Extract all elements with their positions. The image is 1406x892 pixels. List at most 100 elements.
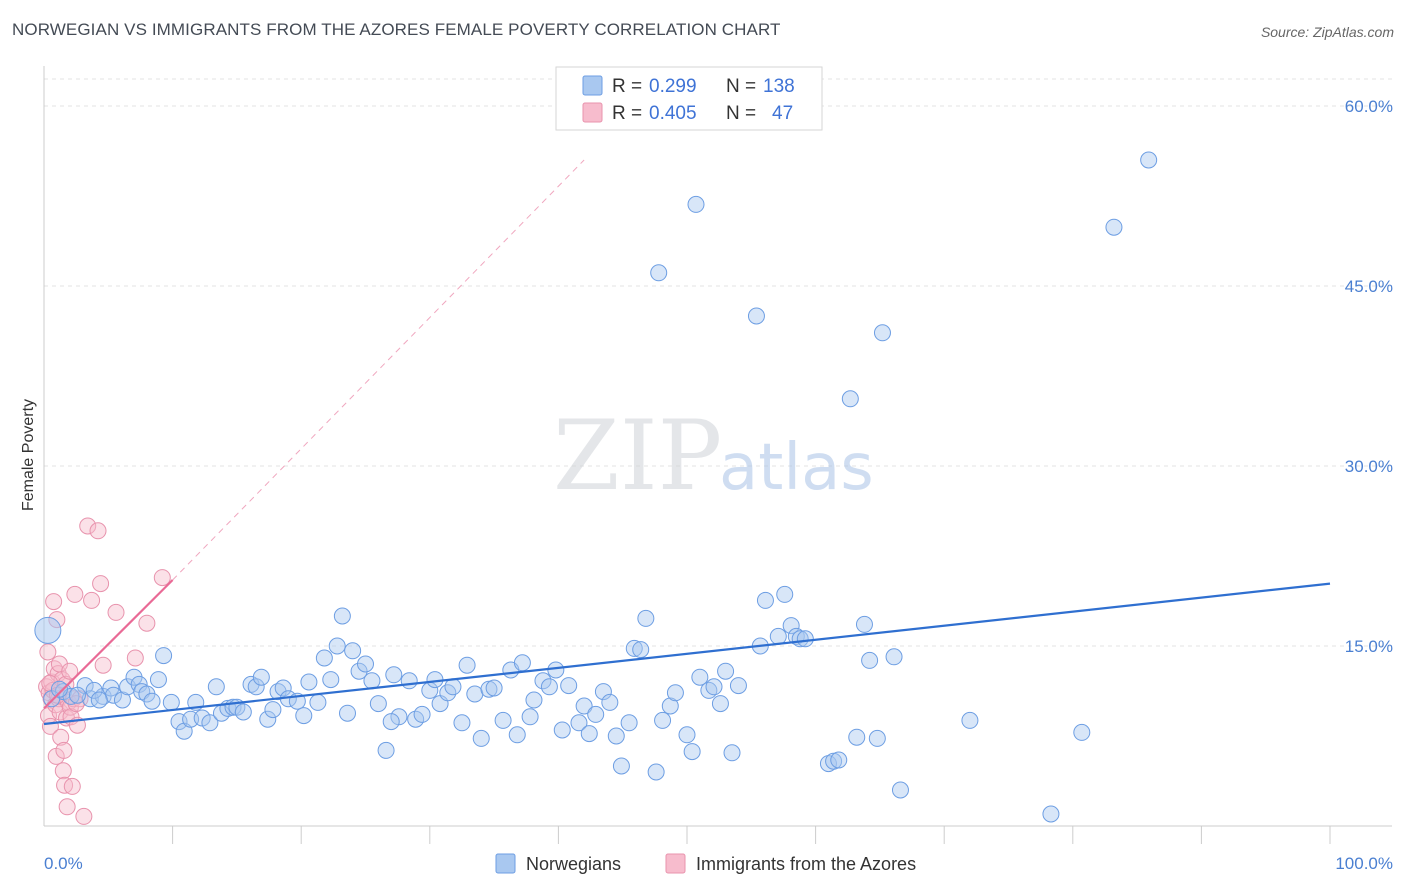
y-axis-label: Female Poverty (20, 399, 37, 511)
norwegians-point-122 (873, 324, 891, 342)
norwegians-point-53 (385, 666, 403, 684)
norwegians-point-119 (855, 615, 873, 633)
azores-point-16 (51, 703, 69, 721)
azores-point-35 (79, 517, 97, 535)
azores-point-20 (55, 741, 73, 759)
chart-source: Source: ZipAtlas.com (1260, 24, 1394, 40)
norwegians-point-74 (525, 691, 543, 709)
norwegians-point-16 (155, 647, 173, 665)
norwegians-point-68 (485, 679, 503, 697)
norwegians-point-50 (363, 672, 381, 690)
stats-legend: R = 0.299 N = 138 R = 0.405 N = 47 (555, 66, 823, 131)
norwegians-point-135 (90, 691, 108, 709)
series-norwegians-points (34, 151, 1158, 823)
norwegians-point-47 (344, 642, 362, 660)
norwegians-point-89 (625, 639, 643, 657)
norwegians-point-126 (1042, 805, 1060, 823)
norwegians-point-78 (553, 721, 571, 739)
norwegians-point-92 (647, 763, 665, 781)
norwegians-point-59 (426, 671, 444, 689)
norwegians-point-85 (601, 693, 619, 711)
azores-point-29 (63, 777, 81, 795)
azores-point-34 (75, 807, 93, 825)
norwegians-point-88 (620, 714, 638, 732)
norwegians-point-125 (961, 711, 979, 729)
norwegians-point-80 (570, 714, 588, 732)
norwegians-point-14 (143, 692, 161, 710)
series-legend: Norwegians Immigrants from the Azores (495, 853, 916, 874)
norwegians-point-72 (513, 654, 531, 672)
norwegians-point-66 (472, 729, 490, 747)
legend-r-label-azores: R = (612, 103, 642, 124)
norwegians-point-34 (264, 701, 282, 719)
norwegians-point-128 (1105, 218, 1123, 236)
norwegians-point-71 (508, 726, 526, 744)
norwegians-point-23 (201, 714, 219, 732)
norwegians-point-111 (782, 617, 800, 635)
norwegians-point-117 (841, 390, 859, 408)
norwegians-point-39 (295, 707, 313, 725)
legend-swatch-azores (582, 102, 603, 123)
azores-point-1 (39, 643, 57, 661)
norwegians-point-41 (309, 693, 327, 711)
legend-swatch-norwegians (582, 75, 603, 96)
legend-n-value-azores: 47 (772, 103, 793, 124)
norwegians-point-108 (756, 591, 774, 609)
norwegians-point-115 (825, 752, 843, 770)
trend-line-1 (43, 579, 174, 710)
norwegians-point-69 (494, 711, 512, 729)
bottom-legend-swatch-azores (665, 853, 686, 874)
norwegians-point-46 (338, 704, 356, 722)
norwegians-point-86 (607, 727, 625, 745)
norwegians-point-43 (322, 671, 340, 689)
bottom-legend-swatch-norwegians (495, 853, 516, 874)
norwegians-point-91 (637, 609, 655, 627)
watermark-atlas: atlas (719, 431, 874, 505)
norwegians-point-79 (560, 677, 578, 695)
trend-line-0 (43, 582, 1331, 726)
norwegians-point-83 (587, 705, 605, 723)
x-tick-label-0: 0.0% (44, 854, 83, 873)
azores-point-36 (83, 591, 101, 609)
trend-extension-1 (172, 159, 585, 581)
norwegians-point-75 (534, 672, 552, 690)
norwegians-point-130 (650, 264, 668, 282)
norwegians-point-48 (350, 662, 368, 680)
norwegians-point-121 (868, 729, 886, 747)
legend-n-label-norwegians: N = (726, 76, 756, 97)
azores-point-37 (89, 522, 107, 540)
norwegians-point-124 (891, 781, 909, 799)
azores-point-38 (92, 575, 110, 593)
norwegians-point-127 (1073, 723, 1091, 741)
azores-point-42 (138, 614, 156, 632)
norwegians-point-99 (691, 668, 709, 686)
norwegians-point-51 (369, 695, 387, 713)
legend-r-value-azores: 0.405 (649, 103, 697, 124)
norwegians-point-109 (769, 627, 787, 645)
azores-point-40 (107, 603, 125, 621)
norwegians-point-101 (705, 678, 723, 696)
norwegians-point-32 (252, 668, 270, 686)
legend-n-value-norwegians: 138 (763, 76, 795, 97)
norwegians-point-44 (328, 637, 346, 655)
norwegians-point-4 (81, 690, 99, 708)
norwegians-point-116 (830, 751, 848, 769)
norwegians-point-65 (466, 685, 484, 703)
trend-lines (43, 159, 1331, 726)
chart-title: NORWEGIAN VS IMMIGRANTS FROM THE AZORES … (12, 20, 781, 39)
y-tick-label-2: 45.0% (1345, 277, 1393, 296)
norwegians-point-52 (377, 741, 395, 759)
norwegians-point-134 (85, 681, 103, 699)
azores-point-41 (126, 649, 144, 667)
x-tick-label-1: 100.0% (1335, 854, 1393, 873)
norwegians-point-97 (687, 195, 705, 213)
norwegians-point-81 (575, 697, 593, 715)
norwegians-point-17 (162, 693, 180, 711)
legend-r-value-norwegians: 0.299 (649, 76, 697, 97)
y-tick-label-0: 15.0% (1345, 637, 1393, 656)
norwegians-point-8 (113, 691, 131, 709)
series-azores-points (38, 517, 171, 825)
azores-point-26 (61, 662, 79, 680)
norwegians-point-49 (357, 655, 374, 673)
azores-point-17 (52, 728, 70, 746)
